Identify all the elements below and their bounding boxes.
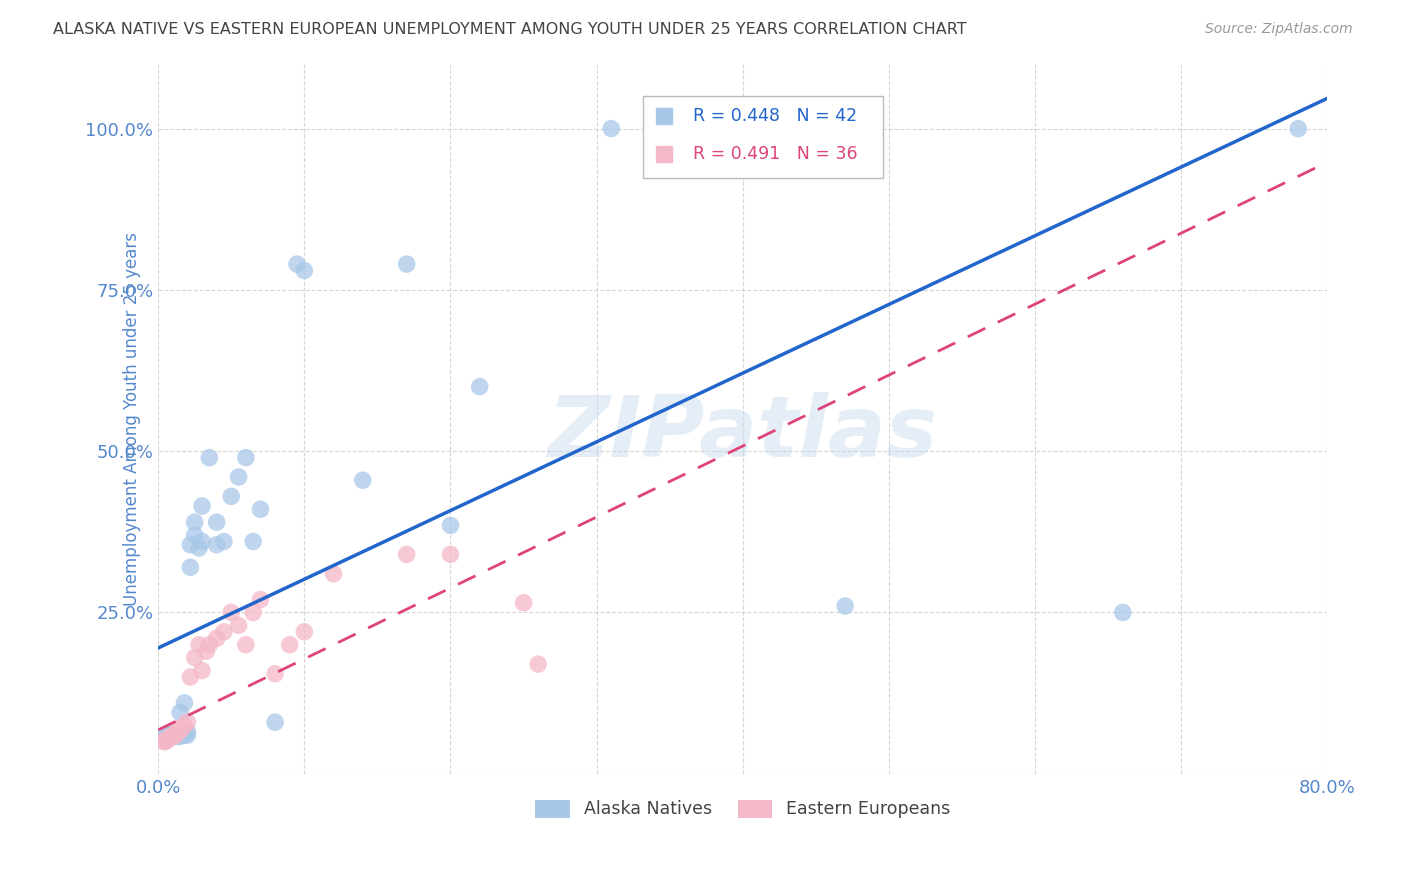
Point	[1286, 121, 1309, 136]
Point	[228, 618, 250, 632]
Point	[170, 722, 193, 736]
Point	[352, 473, 374, 487]
Point	[292, 624, 315, 639]
Point	[163, 728, 186, 742]
Point	[191, 664, 214, 678]
Point	[242, 606, 264, 620]
Point	[249, 592, 271, 607]
Point	[395, 548, 418, 562]
Text: R = 0.448   N = 42: R = 0.448 N = 42	[693, 107, 856, 125]
FancyBboxPatch shape	[644, 96, 883, 178]
Point	[228, 470, 250, 484]
Point	[153, 734, 176, 748]
Point	[235, 638, 257, 652]
Point	[212, 624, 235, 639]
Y-axis label: Unemployment Among Youth under 25 years: Unemployment Among Youth under 25 years	[124, 232, 142, 606]
Point	[173, 718, 195, 732]
Point	[167, 724, 190, 739]
Point	[160, 730, 183, 744]
Point	[242, 534, 264, 549]
Point	[188, 541, 211, 555]
Point	[156, 733, 179, 747]
Point	[176, 728, 198, 742]
Point	[264, 715, 287, 730]
Point	[179, 560, 201, 574]
Text: R = 0.491   N = 36: R = 0.491 N = 36	[693, 145, 858, 163]
Point	[179, 538, 201, 552]
Point	[285, 257, 308, 271]
Text: Source: ZipAtlas.com: Source: ZipAtlas.com	[1205, 22, 1353, 37]
Point	[155, 728, 177, 742]
Point	[264, 666, 287, 681]
Point	[160, 728, 183, 742]
Point	[439, 548, 461, 562]
Point	[165, 728, 187, 742]
Point	[235, 450, 257, 465]
Point	[198, 638, 221, 652]
Point	[834, 599, 856, 613]
Point	[162, 727, 184, 741]
Point	[191, 499, 214, 513]
Point	[166, 724, 188, 739]
Point	[780, 169, 803, 183]
Point	[527, 657, 550, 672]
Point	[157, 730, 180, 744]
Point	[780, 203, 803, 218]
Point	[1112, 606, 1135, 620]
Point	[205, 538, 228, 552]
Point	[439, 518, 461, 533]
Point	[512, 596, 534, 610]
Point	[176, 715, 198, 730]
Point	[219, 606, 242, 620]
Point	[395, 257, 418, 271]
Point	[169, 730, 191, 744]
Point	[198, 450, 221, 465]
Point	[195, 644, 218, 658]
Point	[169, 722, 191, 736]
Point	[292, 263, 315, 277]
Point	[179, 670, 201, 684]
Point	[600, 121, 623, 136]
Point	[157, 731, 180, 746]
Point	[205, 632, 228, 646]
Point	[212, 534, 235, 549]
Legend: Alaska Natives, Eastern Europeans: Alaska Natives, Eastern Europeans	[529, 793, 957, 825]
Point	[249, 502, 271, 516]
Point	[188, 638, 211, 652]
Point	[183, 528, 205, 542]
Point	[159, 731, 181, 746]
Point	[159, 728, 181, 742]
Point	[176, 724, 198, 739]
Point	[183, 650, 205, 665]
Point	[165, 728, 187, 742]
Point	[205, 515, 228, 529]
Point	[468, 379, 491, 393]
Point	[219, 489, 242, 503]
Point	[278, 638, 301, 652]
Point	[166, 730, 188, 744]
Point	[173, 728, 195, 742]
Point	[191, 534, 214, 549]
Point	[173, 696, 195, 710]
Point	[183, 515, 205, 529]
Text: ALASKA NATIVE VS EASTERN EUROPEAN UNEMPLOYMENT AMONG YOUTH UNDER 25 YEARS CORREL: ALASKA NATIVE VS EASTERN EUROPEAN UNEMPL…	[53, 22, 967, 37]
Point	[322, 566, 344, 581]
Point	[162, 730, 184, 744]
Point	[162, 728, 184, 742]
Text: ZIPatlas: ZIPatlas	[548, 392, 938, 475]
Point	[155, 731, 177, 746]
Point	[155, 734, 177, 748]
Point	[169, 706, 191, 720]
